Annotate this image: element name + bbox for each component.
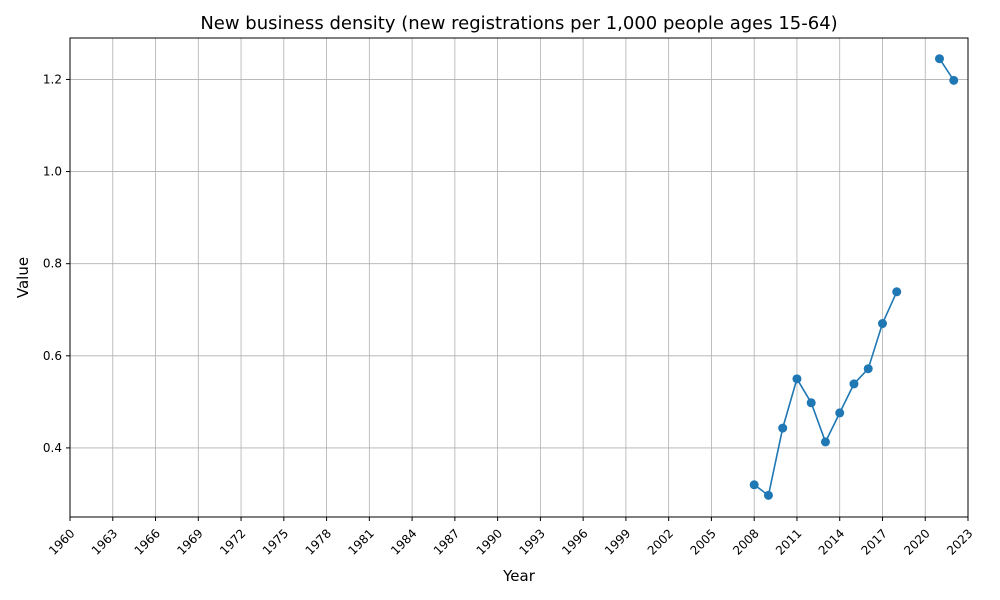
series-layer xyxy=(749,54,959,500)
data-point xyxy=(877,319,887,329)
grid xyxy=(69,38,969,517)
data-point xyxy=(892,287,902,297)
data-point xyxy=(849,379,859,389)
data-point xyxy=(749,480,759,490)
data-point xyxy=(835,408,845,418)
data-point xyxy=(934,54,944,64)
y-tick-label: 0.8 xyxy=(43,257,62,271)
plot-frame xyxy=(69,37,969,518)
y-tick-label: 0.6 xyxy=(43,349,62,363)
y-tick-label: 1.2 xyxy=(43,72,62,86)
data-point xyxy=(820,437,830,447)
x-axis-label: Year xyxy=(502,567,536,585)
data-point xyxy=(763,490,773,500)
y-tick-label: 1.0 xyxy=(43,165,62,179)
data-point xyxy=(778,423,788,433)
y-tick-label: 0.4 xyxy=(43,441,62,455)
data-point xyxy=(792,374,802,384)
data-point xyxy=(863,364,873,374)
data-point xyxy=(949,75,959,85)
chart-title: New business density (new registrations … xyxy=(200,13,837,34)
data-point xyxy=(806,398,816,408)
y-axis-label: Value xyxy=(14,257,32,298)
